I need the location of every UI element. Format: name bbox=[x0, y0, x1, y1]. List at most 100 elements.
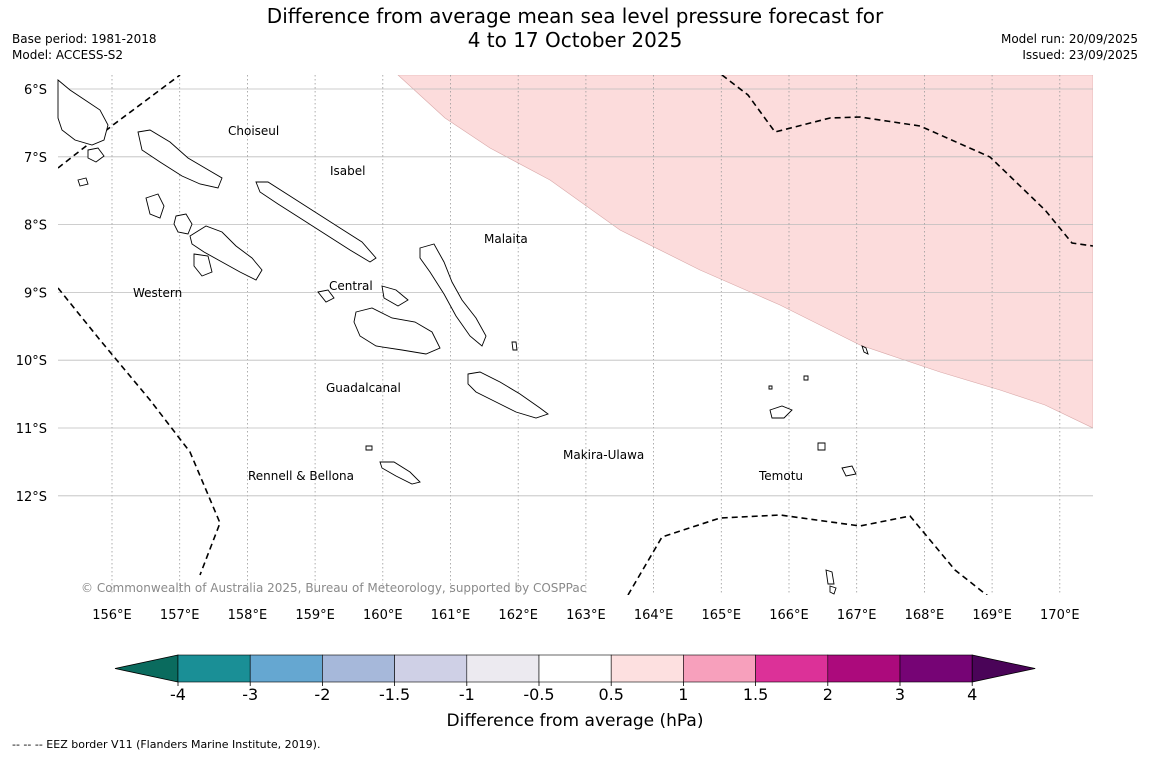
model-run: Model run: 20/09/2025 bbox=[1000, 32, 1138, 46]
lon-tick-label: 168°E bbox=[905, 608, 945, 623]
colorbar-tick-label: 2 bbox=[823, 685, 833, 704]
colorbar-segment bbox=[755, 654, 829, 683]
eez-border-ne bbox=[721, 75, 1093, 247]
map-title: Difference from average mean sea level p… bbox=[0, 4, 1150, 52]
colorbar-segment bbox=[899, 654, 973, 683]
lon-tick-label: 163°E bbox=[566, 608, 606, 623]
colorbar-tick-label: -4 bbox=[170, 685, 186, 704]
label-guadalcanal: Guadalcanal bbox=[326, 381, 401, 395]
island-makira bbox=[467, 371, 549, 419]
base-period: Base period: 1981-2018 bbox=[12, 32, 157, 46]
coastlines bbox=[57, 79, 869, 595]
colorbar-tick-label: -2 bbox=[314, 685, 330, 704]
meta-right: Model run: 20/09/2025 Issued: 23/09/2025 bbox=[1001, 31, 1138, 63]
eez-legend-footer: -- -- -- EEZ border V11 (Flanders Marine… bbox=[12, 738, 321, 751]
island-isabel bbox=[255, 181, 377, 263]
island-rendova bbox=[193, 253, 213, 277]
eez-border-se bbox=[627, 514, 988, 595]
island-new-georgia bbox=[189, 225, 263, 281]
model-name: Model: ACCESS-S2 bbox=[12, 48, 124, 62]
issued-date: Issued: 23/09/2025 bbox=[1022, 48, 1138, 62]
colorbar-label: Difference from average (hPa) bbox=[447, 711, 704, 731]
island-vanikoro bbox=[841, 465, 857, 477]
island-malaita bbox=[419, 243, 487, 347]
colorbar-tick-label: 0.5 bbox=[598, 685, 623, 704]
island-santa-cruz-ndeni bbox=[769, 405, 793, 419]
island-torres-b bbox=[829, 585, 837, 595]
lon-tick-label: 157°E bbox=[160, 608, 200, 623]
island-russell bbox=[317, 289, 335, 303]
island-kolombangara bbox=[173, 213, 193, 235]
colorbar-segment bbox=[538, 654, 612, 683]
colorbar-tick-label: -1.5 bbox=[379, 685, 410, 704]
colorbar-segment bbox=[683, 654, 756, 683]
lon-tick-label: 159°E bbox=[295, 608, 335, 623]
lat-tick-label: 8°S bbox=[24, 219, 47, 234]
title-line-1: Difference from average mean sea level p… bbox=[266, 4, 884, 28]
longitude-labels: 156°E 157°E 158°E 159°E 160°E 161°E 162°E 163°E… bbox=[92, 608, 1079, 623]
eez-border-nw bbox=[58, 75, 181, 169]
colorbar-tick-label: 3 bbox=[895, 685, 905, 704]
colorbar-segment bbox=[827, 654, 901, 683]
label-isabel: Isabel bbox=[330, 164, 365, 178]
colorbar-segment bbox=[177, 654, 251, 683]
island-choiseul bbox=[137, 129, 223, 189]
island-vella bbox=[145, 193, 165, 219]
lat-tick-label: 12°S bbox=[16, 490, 47, 505]
lat-tick-label: 6°S bbox=[24, 83, 47, 98]
island-torres-a bbox=[825, 569, 835, 585]
island-shortland bbox=[77, 177, 89, 187]
island-tinakula bbox=[768, 385, 773, 390]
island-sikaiana bbox=[861, 345, 869, 355]
colorbar-tick-label: -1 bbox=[459, 685, 475, 704]
lat-tick-label: 9°S bbox=[24, 286, 47, 301]
island-bellona bbox=[365, 445, 373, 451]
island-utupua bbox=[817, 442, 826, 451]
copyright-notice: © Commonwealth of Australia 2025, Bureau… bbox=[81, 581, 586, 595]
lon-tick-label: 161°E bbox=[431, 608, 471, 623]
island-small-e-malaita bbox=[511, 341, 518, 351]
lon-tick-label: 170°E bbox=[1040, 608, 1080, 623]
island-bougainville bbox=[57, 79, 109, 146]
colorbar-tick-label: 1.5 bbox=[743, 685, 768, 704]
label-temotu: Temotu bbox=[758, 469, 803, 483]
colorbar-segment bbox=[322, 654, 395, 683]
latitude-labels: 6°S 7°S 8°S 9°S 10°S 11°S 12°S bbox=[16, 83, 47, 505]
colorbar-tick-label: -0.5 bbox=[523, 685, 554, 704]
label-central: Central bbox=[329, 279, 373, 293]
lon-tick-label: 166°E bbox=[769, 608, 809, 623]
island-guadalcanal bbox=[353, 307, 441, 355]
lat-tick-label: 10°S bbox=[16, 354, 47, 369]
label-rennell-bellona: Rennell & Bellona bbox=[248, 469, 354, 483]
island-duff bbox=[803, 375, 809, 381]
grid-lines bbox=[58, 75, 1093, 595]
colorbar: -4 -3 -2 -1.5 -1 -0.5 0.5 1 1.5 2 3 4 bbox=[114, 654, 1036, 704]
lon-tick-label: 169°E bbox=[972, 608, 1012, 623]
island-florida bbox=[381, 285, 409, 307]
label-western: Western bbox=[133, 286, 182, 300]
eez-border-w bbox=[58, 287, 221, 576]
lon-tick-label: 158°E bbox=[228, 608, 268, 623]
meta-left: Base period: 1981-2018 Model: ACCESS-S2 bbox=[12, 31, 157, 63]
colorbar-segment bbox=[249, 654, 323, 683]
title-line-2: 4 to 17 October 2025 bbox=[467, 28, 683, 52]
eez-borders bbox=[58, 75, 1093, 595]
colorbar-segment bbox=[466, 654, 540, 683]
label-makira-ulawa: Makira-Ulawa bbox=[563, 448, 644, 462]
colorbar-tick-label: 1 bbox=[678, 685, 688, 704]
label-choiseul: Choiseul bbox=[228, 124, 279, 138]
colorbar-high-extend bbox=[971, 654, 1036, 683]
colorbar-low-extend bbox=[114, 654, 179, 683]
colorbar-tick-label: 4 bbox=[967, 685, 977, 704]
island-buka-small bbox=[87, 147, 105, 163]
lat-tick-label: 11°S bbox=[16, 422, 47, 437]
lat-tick-label: 7°S bbox=[24, 151, 47, 166]
lon-tick-label: 167°E bbox=[837, 608, 877, 623]
colorbar-tick-label: -3 bbox=[242, 685, 258, 704]
colorbar-segment bbox=[394, 654, 468, 683]
lon-tick-label: 165°E bbox=[702, 608, 742, 623]
anomaly-region-0p5-1 bbox=[397, 75, 1093, 429]
colorbar-segment bbox=[610, 654, 684, 683]
label-malaita: Malaita bbox=[484, 232, 528, 246]
